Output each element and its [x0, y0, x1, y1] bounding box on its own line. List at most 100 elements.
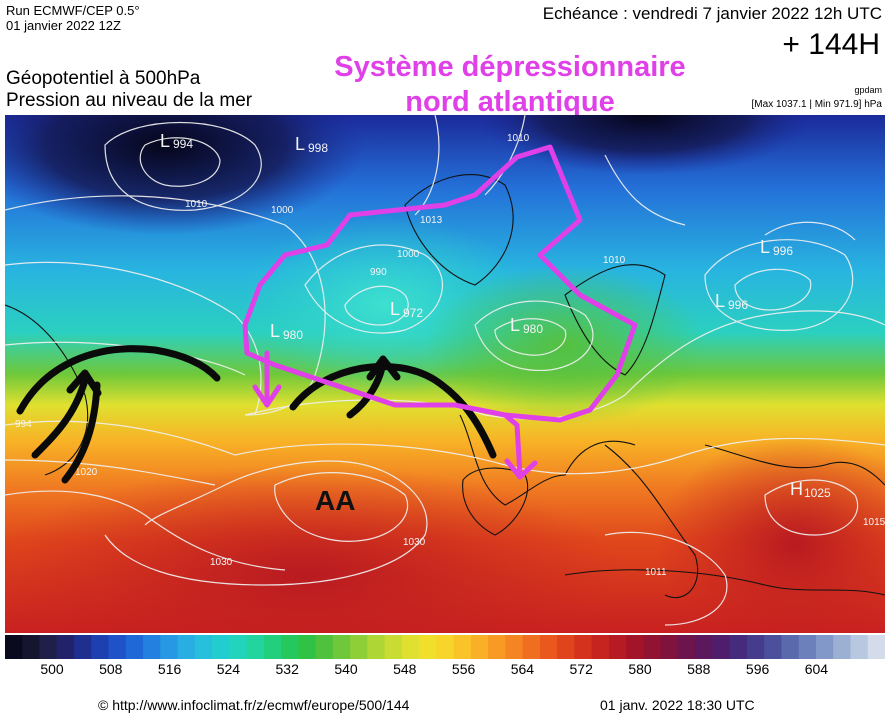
colorbar-tick-label: 500: [40, 661, 64, 677]
lead-time: + 144H: [782, 28, 880, 61]
colorbar-swatch: [729, 635, 748, 659]
colorbar-tick-label: 532: [275, 661, 299, 677]
depression-arrow-east: [502, 412, 538, 480]
colorbar-swatch: [453, 635, 472, 659]
colorbar-swatch: [22, 635, 41, 659]
svg-text:996: 996: [773, 244, 793, 258]
coastlines: [5, 174, 885, 599]
annotation-title: Système dépressionnaire nord atlantique: [290, 50, 730, 120]
colorbar-swatch: [315, 635, 334, 659]
colorbar-swatch: [470, 635, 489, 659]
colorbar-swatch: [39, 635, 58, 659]
colorbar-swatch: [850, 635, 869, 659]
low-center-996-north: L 996: [760, 237, 793, 258]
colorbar-tick-label: 580: [628, 661, 652, 677]
colorbar-swatch: [281, 635, 299, 659]
trough-tail: [425, 265, 705, 425]
depression-arrow-west: [252, 350, 282, 408]
annotation-line2: nord atlantique: [405, 86, 615, 118]
low-center-980-east: L 980: [510, 315, 543, 336]
svg-text:L: L: [160, 131, 170, 151]
svg-text:998: 998: [308, 141, 328, 155]
colorbar-tick-label: 556: [451, 661, 476, 677]
colorbar-swatch: [764, 635, 783, 659]
weather-map: L 994 L 998 L 980 L 972 L 980 L 996 L 996 H 1025…: [5, 115, 885, 633]
svg-text:980: 980: [523, 322, 543, 336]
max-min: [Max 1037.1 | Min 971.9] hPa: [751, 99, 882, 110]
svg-text:L: L: [295, 134, 305, 154]
low-center-998: L 998: [295, 134, 328, 155]
svg-text:H: H: [790, 479, 803, 499]
colorbar-swatch: [626, 635, 645, 659]
svg-text:L: L: [510, 315, 520, 335]
svg-text:1025: 1025: [804, 486, 831, 500]
isobar-label: 1030: [210, 557, 233, 568]
colorbar-swatch: [781, 635, 800, 659]
jet-arrow-west: [16, 345, 221, 415]
colorbar-swatch: [867, 635, 885, 659]
colorbar-swatch: [229, 635, 248, 659]
colorbar-swatch: [332, 635, 351, 659]
map-labels: L 994 L 998 L 980 L 972 L 980 L 996 L 996 H 1025: [160, 131, 831, 500]
colorbar-tick-label: 564: [510, 661, 535, 677]
anticyclone-label: AA: [315, 485, 355, 516]
colorbar-swatch: [591, 635, 610, 659]
colorbar: [5, 635, 885, 659]
svg-text:972: 972: [403, 306, 423, 320]
run-info: Run ECMWF/CEP 0.5° 01 janvier 2022 12Z: [6, 3, 140, 33]
colorbar-swatch: [177, 635, 196, 659]
annotation-line1: Système dépressionnaire: [334, 51, 686, 83]
colorbar-swatch: [833, 635, 852, 659]
isobar-label: 1015: [863, 517, 885, 528]
colorbar-tick-label: 588: [687, 661, 711, 677]
echeance: Echéance : vendredi 7 janvier 2022 12h U…: [542, 4, 882, 23]
colorbar-swatch: [419, 635, 437, 659]
svg-text:L: L: [760, 237, 770, 257]
colorbar-swatch: [557, 635, 576, 659]
parameters: Géopotentiel à 500hPa Pression au niveau…: [6, 68, 252, 112]
colorbar-tick-label: 508: [99, 661, 123, 677]
credit: gpdam: [854, 85, 882, 95]
isobar-label: 1030: [403, 537, 426, 548]
low-center-994: L 994: [160, 131, 193, 151]
low-center-980-west: L 980: [270, 321, 303, 342]
svg-text:L: L: [270, 321, 280, 341]
colorbar-swatch: [160, 635, 179, 659]
isobar-label: 990: [370, 267, 387, 278]
ridge-core: [5, 465, 625, 633]
param-pressure: Pression au niveau de la mer: [6, 90, 253, 111]
high-center-1025: H 1025: [790, 479, 831, 500]
colorbar-swatch: [194, 635, 213, 659]
isobar-label: 994: [15, 419, 32, 430]
low-center-996-south: L 996: [715, 291, 748, 312]
colorbar-swatch: [436, 635, 455, 659]
low-center-972: L 972: [390, 299, 423, 320]
isobar-label: 1011: [645, 567, 667, 578]
cold-core-nw: [5, 115, 365, 235]
colorbar-swatch: [91, 635, 110, 659]
colorbar-swatch: [263, 635, 282, 659]
footer-url[interactable]: © http://www.infoclimat.fr/z/ecmwf/europ…: [98, 697, 410, 713]
colorbar-swatch: [660, 635, 679, 659]
colorbar-swatch: [643, 635, 662, 659]
arrow-west-2: [61, 381, 101, 484]
colorbar-swatch: [108, 635, 127, 659]
cold-core-ne: [475, 115, 815, 175]
svg-text:L: L: [390, 299, 400, 319]
isobar-label: 1010: [185, 199, 208, 210]
ridge-east: [655, 435, 885, 633]
colorbar-swatch: [212, 635, 230, 659]
colorbar-swatch: [712, 635, 731, 659]
colorbar-swatch: [608, 635, 627, 659]
colorbar-swatch: [143, 635, 161, 659]
isobar-labels: 1010 1000 1013 990 1000 1010 1010 1020 1…: [15, 133, 885, 578]
colorbar-tick-label: 548: [393, 661, 417, 677]
run-date: 01 janvier 2022 12Z: [6, 18, 121, 33]
colorbar-swatch: [746, 635, 765, 659]
colorbar-swatch: [522, 635, 541, 659]
isobar-label: 1010: [507, 133, 530, 144]
svg-text:980: 980: [283, 328, 303, 342]
colorbar-swatch: [74, 635, 92, 659]
colorbar-swatch: [367, 635, 386, 659]
depression-outline: [242, 144, 638, 480]
